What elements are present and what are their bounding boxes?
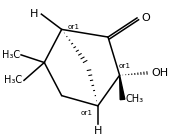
Text: H: H	[30, 9, 38, 19]
Text: or1: or1	[118, 63, 130, 69]
Text: H₃C: H₃C	[4, 75, 23, 85]
Text: CH₃: CH₃	[125, 94, 143, 104]
Text: O: O	[141, 13, 150, 23]
Polygon shape	[120, 75, 125, 100]
Text: H₃C: H₃C	[2, 50, 20, 60]
Text: or1: or1	[67, 24, 80, 30]
Text: H: H	[94, 126, 102, 136]
Text: or1: or1	[81, 110, 93, 116]
Text: OH: OH	[152, 68, 169, 78]
